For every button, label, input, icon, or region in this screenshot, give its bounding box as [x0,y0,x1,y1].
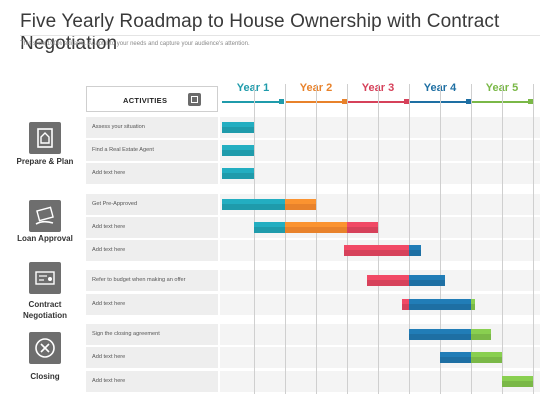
activity-row-label: Assess your situation [86,117,218,138]
timeline-bar [285,199,316,210]
phase-label-loan: Loan Approval [17,234,73,243]
year-marker [279,99,284,104]
row-track [220,294,540,315]
year-line [285,101,344,103]
close-circle-icon [29,332,61,364]
money-hand-icon [29,200,61,232]
timeline-bar [222,122,254,133]
activity-row-label: Add text here [86,217,218,238]
timeline-bar [471,352,502,363]
grid-line [316,84,317,394]
activity-row-label: Find a Real Estate Agent [86,140,218,161]
grid-line [502,84,503,394]
year-line [409,101,468,103]
timeline-bar [440,352,471,363]
timeline-bar [409,299,471,310]
row-track [220,371,540,392]
year-label: Year 1 [236,82,270,94]
timeline-bar [409,275,445,286]
grid-line [440,84,441,394]
year-line [347,101,406,103]
title-divider [20,35,540,36]
phase-label-contract: Contract Negotiation [23,300,67,320]
contract-card-icon [29,262,61,294]
activity-row-label: Add text here [86,347,218,368]
timeline-bar [344,245,409,256]
timeline-bar [222,168,254,179]
activity-row-label: Add text here [86,371,218,392]
grid-line [471,84,472,394]
timeline-bar [471,329,491,340]
activity-row-label: Get Pre-Approved [86,194,218,215]
activity-row-label: Add text here [86,240,218,261]
grid-line [533,84,534,394]
year-marker [466,99,471,104]
year-line [222,101,281,103]
row-track [220,324,540,345]
activities-header-label: ACTIVITIES [123,96,168,105]
row-track [220,163,540,184]
activity-row-label: Add text here [86,163,218,184]
checklist-icon [188,93,201,106]
year-label: Year 3 [361,82,395,94]
timeline-bar [502,376,533,387]
timeline-bar [347,222,378,233]
timeline-bar [402,299,409,310]
year-marker [342,99,347,104]
timeline-bar [222,199,285,210]
page-subtitle: This slide 100% editable. Adapt it to yo… [20,41,250,47]
phase-label-prepare: Prepare & Plan [16,157,74,166]
timeline-bar [222,145,254,156]
row-track [220,117,540,138]
timeline-bar [285,222,347,233]
grid-line [409,84,410,394]
year-marker [528,99,533,104]
year-label: Year 4 [423,82,457,94]
phase-label-closing: Closing [30,372,60,381]
house-document-icon [29,122,61,154]
activity-row-label: Sign the closing agreement [86,324,218,345]
timeline-bar [254,222,285,233]
year-line [471,101,530,103]
timeline-bar [367,275,409,286]
grid-line [285,84,286,394]
activity-row-label: Refer to budget when making an offer [86,270,218,291]
grid-line [347,84,348,394]
page-title: Five Yearly Roadmap to House Ownership w… [20,11,500,54]
year-label: Year 2 [299,82,333,94]
timeline-bar [471,299,475,310]
grid-line [254,84,255,394]
grid-line [378,84,379,394]
activity-row-label: Add text here [86,294,218,315]
year-marker [404,99,409,104]
timeline-bar [409,329,471,340]
timeline-bar [409,245,421,256]
row-track [220,140,540,161]
year-label: Year 5 [485,82,519,94]
activities-header: ACTIVITIES [86,86,218,112]
